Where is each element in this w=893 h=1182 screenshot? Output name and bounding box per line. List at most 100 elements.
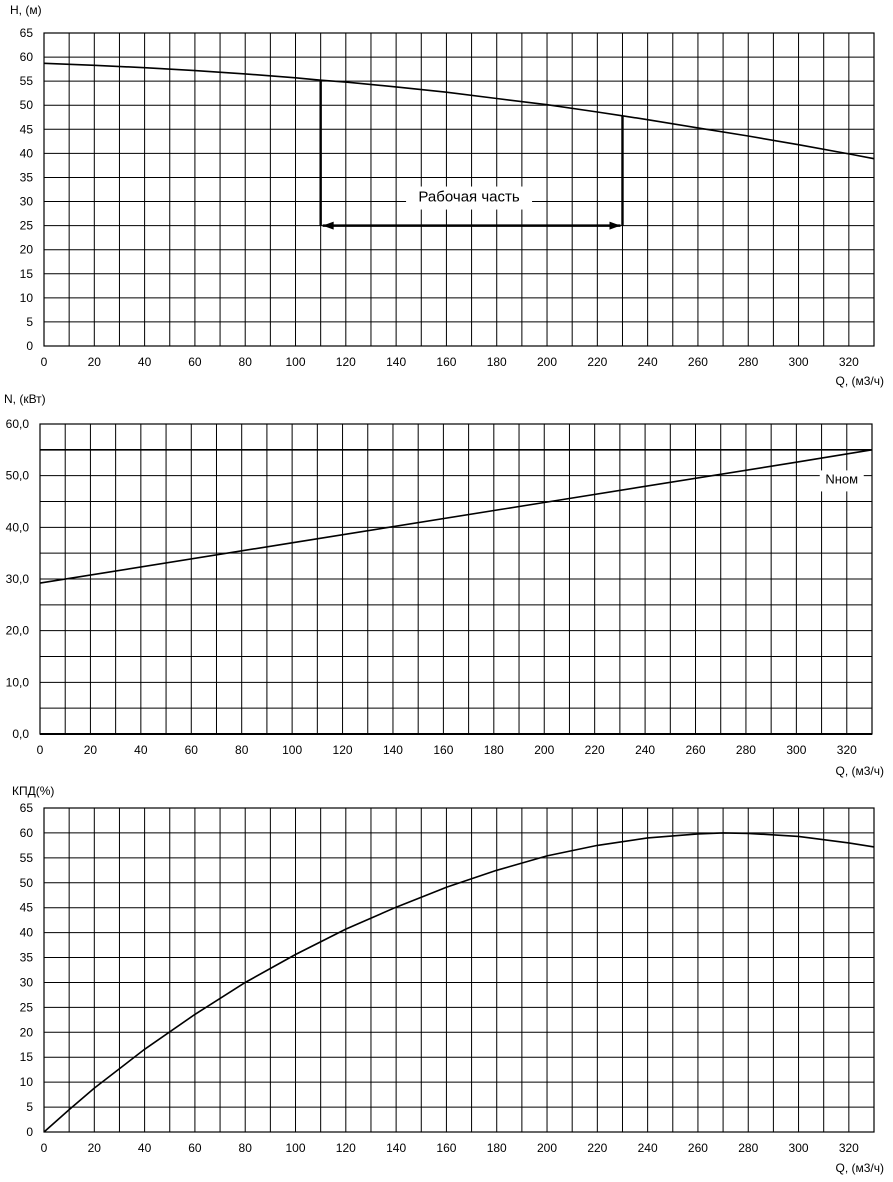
x-tick-label: 300 — [789, 355, 809, 369]
y-tick-label: 50,0 — [6, 469, 30, 483]
x-tick-label: 160 — [436, 355, 456, 369]
y-tick-label: 30,0 — [6, 572, 30, 586]
y-tick-label: 55 — [20, 74, 34, 88]
x-tick-label: 240 — [635, 743, 655, 757]
y-tick-label: 60 — [20, 826, 34, 840]
x-tick-label: 280 — [738, 355, 758, 369]
x-tick-label: 100 — [285, 1141, 305, 1155]
y-tick-label: 40 — [20, 926, 34, 940]
y-tick-label: 20 — [20, 1025, 34, 1039]
x-tick-label: 80 — [235, 743, 249, 757]
x-tick-label: 300 — [786, 743, 806, 757]
x-tick-label: 280 — [738, 1141, 758, 1155]
x-tick-label: 320 — [839, 355, 859, 369]
x-tick-label: 140 — [386, 355, 406, 369]
arrowhead-right — [609, 221, 621, 230]
y-tick-label: 45 — [20, 122, 34, 136]
x-tick-label: 100 — [285, 355, 305, 369]
x-tick-label: 60 — [185, 743, 199, 757]
plot-frame — [43, 807, 875, 1133]
y-tick-label: 10 — [20, 1075, 34, 1089]
x-tick-label: 200 — [534, 743, 554, 757]
y-tick-label: 25 — [20, 219, 34, 233]
y-tick-label: 45 — [20, 901, 34, 915]
series-line-0 — [43, 62, 875, 160]
x-tick-label: 320 — [839, 1141, 859, 1155]
x-tick-label: 240 — [638, 1141, 658, 1155]
y-tick-label: 50 — [20, 876, 34, 890]
y-tick-label: 50 — [20, 98, 34, 112]
efficiency-chart: 0 20 40 60 80 100 120 140 160 180 200 220 240 260 280 3… — [12, 784, 884, 1175]
y-tick-label: 65 — [20, 801, 34, 815]
x-tick-label: 260 — [685, 743, 705, 757]
x-tick-label: 0 — [41, 355, 48, 369]
x-tick-label: 40 — [138, 1141, 152, 1155]
x-tick-label: 180 — [487, 355, 507, 369]
y-tick-label: 10,0 — [6, 675, 30, 689]
x-tick-label: 60 — [188, 355, 202, 369]
y-tick-label: 0 — [26, 1125, 33, 1139]
series-line-0 — [43, 832, 875, 1133]
y-tick-label: 15 — [20, 1050, 34, 1064]
x-tick-label: 140 — [383, 743, 403, 757]
y-tick-label: 20 — [20, 243, 34, 257]
y-tick-label: 30 — [20, 195, 34, 209]
x-tick-label: 240 — [638, 355, 658, 369]
y-tick-label: 15 — [20, 267, 34, 281]
annotation-background — [406, 186, 533, 210]
x-tick-label: 160 — [433, 743, 453, 757]
x-tick-label: 180 — [487, 1141, 507, 1155]
y-tick-label: 25 — [20, 1000, 34, 1014]
x-tick-label: 120 — [336, 355, 356, 369]
y-tick-label: 5 — [26, 1100, 33, 1114]
annotation-label: Рабочая часть — [418, 189, 519, 206]
y-tick-label: 20,0 — [6, 624, 30, 638]
y-tick-label: 35 — [20, 170, 34, 184]
head-chart: 0 20 40 60 80 100 120 140 160 180 200 220 240 260 280 3… — [10, 3, 884, 388]
x-tick-label: 300 — [789, 1141, 809, 1155]
x-tick-label: 40 — [134, 743, 148, 757]
x-tick-label: 180 — [484, 743, 504, 757]
y-tick-label: 10 — [20, 291, 34, 305]
arrowhead-left — [322, 221, 334, 230]
x-axis-label: Q, (м3/ч) — [835, 764, 884, 778]
x-tick-label: 20 — [88, 1141, 102, 1155]
y-tick-label: 40,0 — [6, 520, 30, 534]
annotation-background — [819, 470, 864, 492]
x-axis-label: Q, (м3/ч) — [835, 374, 884, 388]
x-tick-label: 220 — [587, 355, 607, 369]
x-axis-label: Q, (м3/ч) — [835, 1161, 884, 1175]
x-tick-label: 80 — [239, 355, 253, 369]
y-tick-label: 5 — [26, 315, 33, 329]
x-tick-label: 20 — [84, 743, 98, 757]
x-tick-label: 260 — [688, 355, 708, 369]
y-tick-label: 30 — [20, 975, 34, 989]
y-tick-label: 55 — [20, 851, 34, 865]
y-axis-label: КПД(%) — [12, 784, 54, 798]
x-tick-label: 40 — [138, 355, 152, 369]
x-tick-label: 260 — [688, 1141, 708, 1155]
x-tick-label: 200 — [537, 355, 557, 369]
x-tick-label: 120 — [333, 743, 353, 757]
plot-frame — [43, 32, 875, 347]
y-tick-label: 0 — [26, 339, 33, 353]
x-tick-label: 280 — [736, 743, 756, 757]
x-tick-label: 0 — [41, 1141, 48, 1155]
annotation-label: Nном — [825, 471, 858, 486]
x-tick-label: 220 — [585, 743, 605, 757]
x-tick-label: 320 — [837, 743, 857, 757]
x-tick-label: 220 — [587, 1141, 607, 1155]
x-tick-label: 0 — [37, 743, 44, 757]
series-line-0 — [39, 449, 873, 584]
x-tick-label: 140 — [386, 1141, 406, 1155]
y-axis-label: N, (кВт) — [4, 392, 46, 406]
y-tick-label: 40 — [20, 146, 34, 160]
x-tick-label: 60 — [188, 1141, 202, 1155]
y-tick-label: 60 — [20, 50, 34, 64]
x-tick-label: 80 — [239, 1141, 253, 1155]
x-tick-label: 100 — [282, 743, 302, 757]
x-tick-label: 20 — [88, 355, 102, 369]
y-tick-label: 60,0 — [6, 417, 30, 431]
x-tick-label: 160 — [436, 1141, 456, 1155]
